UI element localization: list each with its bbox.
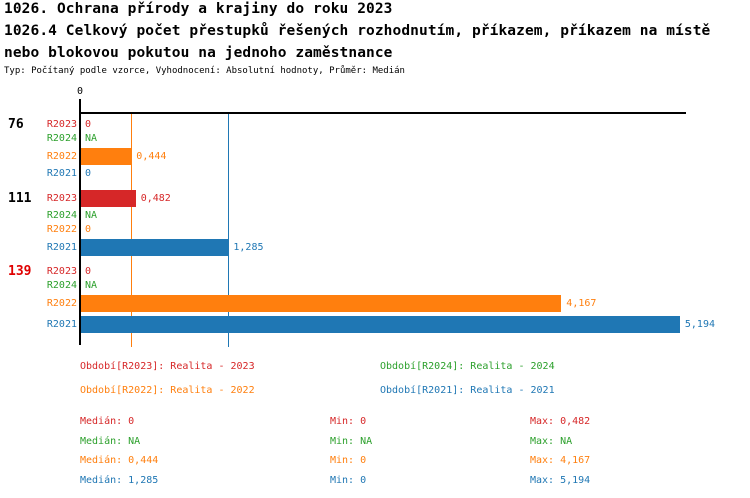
series-row-label: R2022 — [46, 151, 77, 162]
stat-max-r2021: Max: 5,194 — [530, 475, 591, 486]
median-line-r2021 — [227, 113, 230, 347]
series-row-label: R2022 — [46, 224, 77, 235]
legend-item-r2023: Období[R2023]: Realita - 2023 — [80, 361, 255, 372]
category-label: 76 — [8, 117, 24, 132]
stat-median-r2024: Medián: NA — [80, 436, 141, 447]
series-row-label: R2024 — [46, 280, 77, 291]
bar-value-label: 0,482 — [140, 193, 171, 204]
bar-value-label: 4,167 — [566, 298, 597, 309]
series-row-label: R2023 — [46, 266, 77, 277]
bar-r2023 — [80, 190, 136, 207]
series-row-label: R2023 — [46, 119, 77, 130]
stat-min-r2023: Min: 0 — [330, 416, 367, 427]
category-label: 139 — [8, 264, 32, 279]
row-value-label: NA — [85, 210, 98, 221]
chart-meta: Typ: Počítaný podle vzorce, Vyhodnocení:… — [4, 66, 405, 76]
stat-min-r2021: Min: 0 — [330, 475, 367, 486]
stat-median-r2021: Medián: 1,285 — [80, 475, 159, 486]
stat-max-r2022: Max: 4,167 — [530, 455, 591, 466]
series-row-label: R2024 — [46, 133, 77, 144]
bar-value-label: 0,444 — [136, 151, 167, 162]
row-value-label: 0 — [85, 266, 92, 277]
row-value-label: NA — [85, 280, 98, 291]
series-row-label: R2021 — [46, 168, 77, 179]
legend-item-r2024: Období[R2024]: Realita - 2024 — [380, 361, 555, 372]
stat-max-r2024: Max: NA — [530, 436, 573, 447]
page-title: 1026. Ochrana přírody a krajiny do roku … — [4, 1, 393, 17]
series-row-label: R2021 — [46, 242, 77, 253]
series-row-label: R2023 — [46, 193, 77, 204]
stat-max-r2023: Max: 0,482 — [530, 416, 591, 427]
row-value-label: NA — [85, 133, 98, 144]
x-axis-line — [79, 112, 686, 114]
legend-item-r2021: Období[R2021]: Realita - 2021 — [380, 385, 555, 396]
row-value-label: 0 — [85, 119, 92, 130]
bar-value-label: 1,285 — [233, 242, 264, 253]
bar-r2022 — [80, 148, 132, 165]
stat-median-r2022: Medián: 0,444 — [80, 455, 159, 466]
series-row-label: R2021 — [46, 319, 77, 330]
page-subtitle-line1: 1026.4 Celkový počet přestupků řešených … — [4, 23, 711, 39]
median-line-r2022 — [130, 113, 132, 347]
row-value-label: 0 — [85, 224, 92, 235]
bar-r2021 — [80, 316, 680, 333]
row-value-label: 0 — [85, 168, 92, 179]
category-label: 111 — [8, 191, 32, 206]
y-axis-line — [79, 99, 81, 345]
bar-r2021 — [80, 239, 229, 256]
series-row-label: R2024 — [46, 210, 77, 221]
page-subtitle-line2: nebo blokovou pokutou na jednoho zaměstn… — [4, 45, 393, 61]
series-row-label: R2022 — [46, 298, 77, 309]
legend-item-r2022: Období[R2022]: Realita - 2022 — [80, 385, 255, 396]
bar-value-label: 5,194 — [684, 319, 715, 330]
stat-min-r2024: Min: NA — [330, 436, 373, 447]
x-tick-label: 0 — [76, 86, 84, 97]
bar-r2022 — [80, 295, 562, 312]
stat-min-r2022: Min: 0 — [330, 455, 367, 466]
stat-median-r2023: Medián: 0 — [80, 416, 135, 427]
